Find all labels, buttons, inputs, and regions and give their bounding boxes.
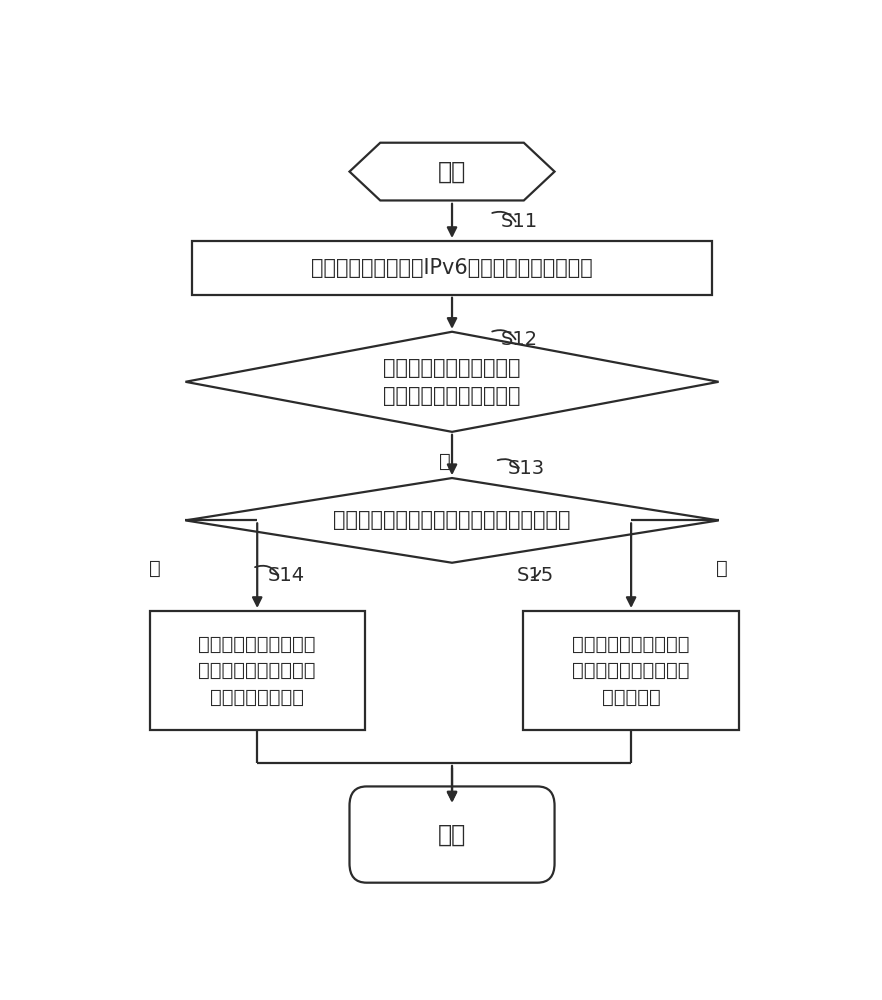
Text: 是: 是: [149, 559, 161, 578]
Text: 否: 否: [439, 452, 451, 471]
Text: 通过计算一个双冒号代
表所需填充的零的位数
来补齐字符串数组: 通过计算一个双冒号代 表所需填充的零的位数 来补齐字符串数组: [198, 635, 316, 707]
Text: 判断分割后的每个字符串
数组中是否含有四位字符: 判断分割后的每个字符串 数组中是否含有四位字符: [384, 358, 520, 406]
Text: S14: S14: [267, 566, 304, 585]
Text: 判断不满四位的字符串数组是否为空字符串: 判断不满四位的字符串数组是否为空字符串: [333, 510, 571, 530]
Text: 以冒号为分割点，将IPv6地址分割为字符串数组: 以冒号为分割点，将IPv6地址分割为字符串数组: [311, 258, 593, 278]
Text: S13: S13: [508, 459, 545, 478]
Text: S11: S11: [501, 212, 538, 231]
Text: 否: 否: [716, 559, 728, 578]
Text: 在非空字符前填充零，
将普通的非空字符串数
组补齐四位: 在非空字符前填充零， 将普通的非空字符串数 组补齐四位: [572, 635, 690, 707]
Text: 开始: 开始: [437, 160, 467, 184]
Text: S12: S12: [501, 330, 538, 349]
Text: S15: S15: [517, 566, 554, 585]
Text: 结束: 结束: [437, 823, 467, 847]
